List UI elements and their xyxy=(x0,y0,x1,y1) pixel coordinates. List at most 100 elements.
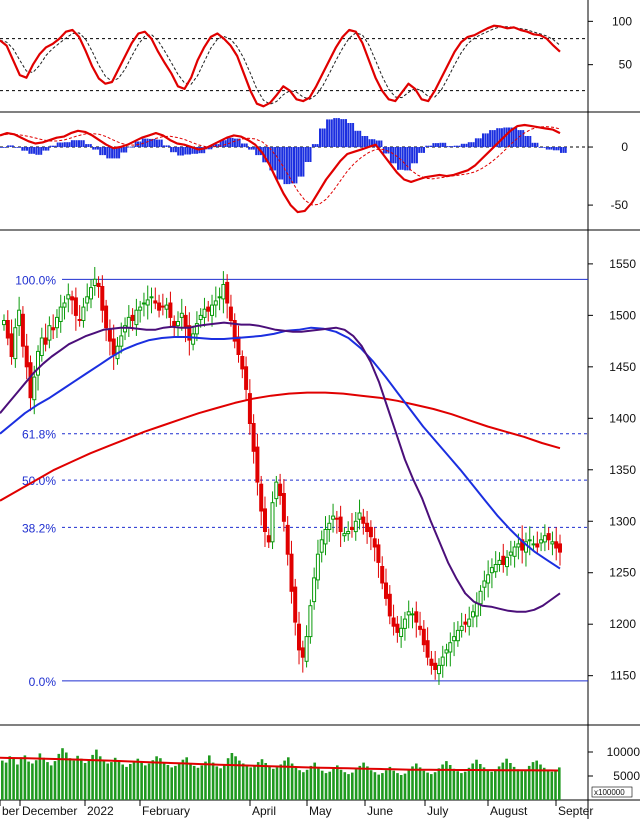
candle-body xyxy=(350,526,354,531)
osc2-hist-bar xyxy=(314,144,317,147)
volume-bar xyxy=(159,758,162,800)
volume-bar xyxy=(336,765,339,800)
osc2-hist-bar xyxy=(118,147,121,159)
osc2-hist-bar xyxy=(418,147,421,153)
candle-body xyxy=(58,306,63,323)
osc2-hist-bar xyxy=(189,147,191,155)
candle-body xyxy=(297,623,301,651)
candle-body xyxy=(51,327,56,331)
osc2-hist-bar xyxy=(134,141,137,147)
candle-body xyxy=(520,539,525,551)
volume-bar xyxy=(125,766,128,800)
volume-bar xyxy=(34,760,38,800)
price-tick-label-2: 1450 xyxy=(609,360,636,374)
candle-body xyxy=(505,556,509,568)
candle-body xyxy=(66,294,71,300)
candle-body xyxy=(459,625,464,631)
candle-body xyxy=(217,296,222,299)
volume-bar xyxy=(4,762,8,800)
osc2-hist-bar xyxy=(401,147,404,170)
osc2-hist-bar xyxy=(49,145,52,147)
volume-bar xyxy=(384,770,388,800)
volume-bar xyxy=(471,763,474,800)
candle-body xyxy=(247,393,252,425)
candle-body xyxy=(92,278,97,286)
osc2-hist-bar xyxy=(534,142,536,147)
volume-bar xyxy=(275,767,279,800)
osc2-hist-bar xyxy=(529,136,532,148)
osc2-hist-bar xyxy=(66,142,69,148)
volume-bar xyxy=(539,764,542,800)
osc2-hist-bar xyxy=(236,138,239,148)
osc2-hist-bar xyxy=(125,147,128,153)
candle-body xyxy=(134,309,139,326)
volume-bar xyxy=(362,762,365,800)
osc2-hist-bar xyxy=(524,136,527,148)
osc1-tick-label-0: 100 xyxy=(612,14,632,28)
volume-bar xyxy=(260,759,264,800)
osc2-hist-bar xyxy=(564,147,567,153)
month-label-6: June xyxy=(367,804,393,818)
volume-bar xyxy=(211,762,215,800)
volume-bar xyxy=(19,757,23,800)
candle-body xyxy=(327,522,332,530)
osc2-hist-bar xyxy=(404,147,407,171)
osc2-hist-bar xyxy=(167,145,170,147)
osc2-hist-bar xyxy=(434,143,437,147)
volume-bar xyxy=(399,775,403,800)
volume-bar xyxy=(415,763,418,800)
osc2-hist-bar xyxy=(387,147,390,154)
volume-bar xyxy=(136,758,140,800)
volume-bar xyxy=(102,760,106,800)
osc2-hist-bar xyxy=(319,128,321,147)
osc2-hist-bar xyxy=(352,123,355,148)
volume-bar xyxy=(72,760,76,800)
osc2-hist-bar xyxy=(252,147,255,150)
candle-body xyxy=(429,658,434,666)
candle-body xyxy=(96,282,101,287)
osc2-hist-bar xyxy=(120,147,123,153)
volume-bar xyxy=(494,770,497,800)
fib-label-2: 50.0% xyxy=(22,474,56,488)
osc2-hist-bar xyxy=(295,147,298,184)
candle-body xyxy=(77,319,82,321)
volume-bar xyxy=(83,763,87,800)
osc2-hist-bar xyxy=(413,147,416,164)
osc2-hist-bar xyxy=(408,147,411,171)
osc2-hist-bar xyxy=(423,147,425,153)
osc2-hist-bar xyxy=(531,142,534,147)
candle-body xyxy=(13,327,18,360)
osc2-hist-bar xyxy=(368,139,371,147)
candle-body xyxy=(81,306,86,322)
osc2-hist-bar xyxy=(248,147,251,150)
ma-long-line xyxy=(0,391,561,502)
osc2-hist-bar xyxy=(80,140,83,147)
osc2-hist-bar xyxy=(498,128,501,148)
volume-bar xyxy=(68,758,72,800)
candle-body xyxy=(312,577,317,603)
candle-body xyxy=(274,481,279,500)
osc2-hist-bar xyxy=(541,147,544,148)
osc2-hist-bar xyxy=(101,147,104,156)
volume-bar xyxy=(407,769,411,800)
osc2-hist-bar xyxy=(78,140,80,147)
volume-unit-box xyxy=(591,786,633,798)
candle-body xyxy=(380,566,385,584)
osc2-hist-bar xyxy=(278,147,281,180)
osc2-hist-bar xyxy=(482,133,484,148)
volume-bar xyxy=(309,765,313,800)
osc2-hist-bar xyxy=(375,140,378,147)
candle-body xyxy=(32,376,37,401)
osc2-hist-bar xyxy=(425,145,428,147)
osc2-hist-bar xyxy=(68,142,71,148)
osc2-hist-bar xyxy=(59,142,62,148)
volume-bar xyxy=(61,748,64,800)
candle-body xyxy=(153,300,158,304)
month-label-7: July xyxy=(427,804,448,818)
osc2-hist-bar xyxy=(75,140,78,147)
candle-body xyxy=(546,533,551,541)
volume-bar xyxy=(418,767,422,800)
osc2-hist-bar xyxy=(326,119,329,147)
month-label-2: 2022 xyxy=(87,804,114,818)
osc2-hist-bar xyxy=(200,147,203,154)
